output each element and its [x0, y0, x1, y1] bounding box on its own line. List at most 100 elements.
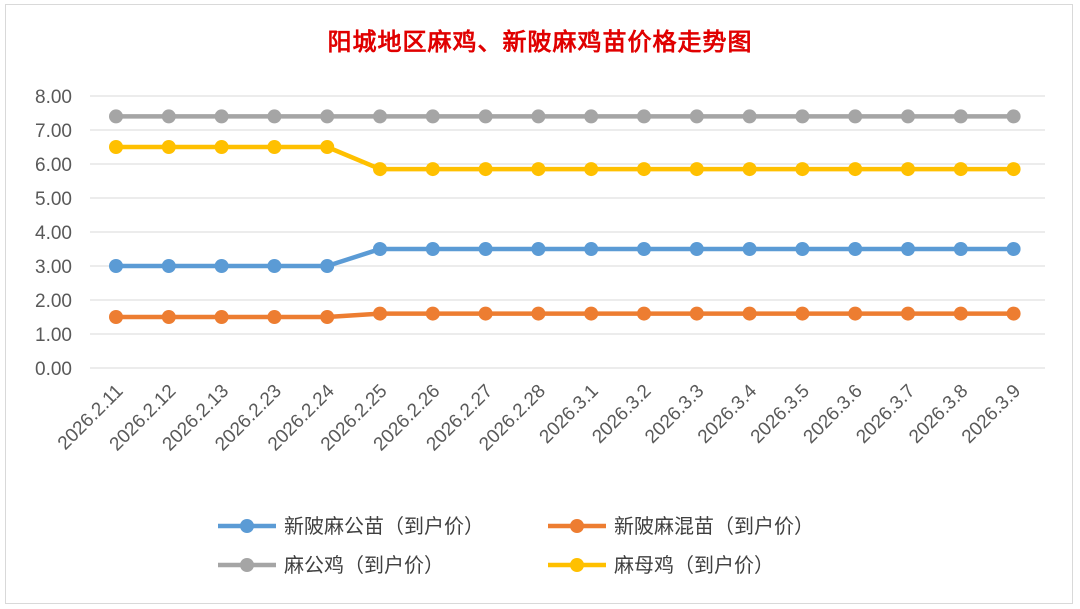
chart-title: 阳城地区麻鸡、新陂麻鸡苗价格走势图	[327, 27, 753, 56]
legend-swatch-marker	[570, 519, 584, 533]
data-point	[795, 109, 810, 124]
series-1	[109, 242, 1021, 273]
y-tick-label: 5.00	[35, 189, 72, 210]
data-point	[109, 140, 123, 154]
data-point	[689, 162, 704, 177]
legend-swatch-marker	[240, 519, 254, 533]
series-4	[109, 140, 1021, 177]
y-tick-label: 1.00	[35, 325, 72, 346]
data-point	[901, 242, 915, 256]
data-point	[161, 140, 176, 154]
data-point	[637, 242, 651, 256]
y-tick-label: 0.00	[35, 359, 72, 380]
data-point	[161, 310, 176, 324]
data-point	[425, 306, 440, 321]
data-point	[478, 306, 493, 321]
data-point	[214, 140, 229, 154]
data-point	[161, 259, 176, 273]
y-tick-label: 3.00	[35, 257, 72, 278]
y-tick-label: 8.00	[35, 87, 72, 108]
series-3	[109, 109, 1021, 124]
data-point	[795, 162, 810, 177]
x-tick-label: 2026.3.9	[958, 381, 1025, 448]
legend-item: 麻母鸡（到户价）	[548, 553, 774, 577]
data-point	[267, 259, 282, 273]
data-point	[214, 310, 229, 324]
data-point	[320, 109, 335, 124]
data-point	[901, 162, 915, 177]
data-point	[689, 306, 704, 321]
data-point	[531, 162, 546, 177]
data-point	[584, 242, 599, 256]
series-line	[116, 246, 1014, 269]
data-point	[1006, 109, 1021, 124]
data-point	[373, 242, 387, 256]
legend-item: 新陂麻公苗（到户价）	[218, 514, 484, 538]
data-point	[795, 242, 810, 256]
data-point	[161, 109, 176, 124]
data-point	[373, 306, 387, 321]
data-point	[478, 109, 493, 124]
legend-item: 麻公鸡（到户价）	[218, 553, 444, 577]
data-point	[478, 162, 493, 177]
data-point	[953, 242, 968, 256]
data-point	[1006, 306, 1021, 321]
data-point	[214, 259, 229, 273]
data-point	[531, 109, 546, 124]
data-point	[373, 109, 387, 124]
data-point	[953, 306, 968, 321]
data-point	[584, 306, 599, 321]
legend-swatch-marker	[240, 558, 254, 572]
data-point	[742, 109, 757, 124]
series-2	[109, 306, 1021, 324]
data-point	[267, 140, 282, 154]
y-tick-label: 6.00	[35, 155, 72, 176]
data-point	[742, 306, 757, 321]
legend-label: 新陂麻公苗（到户价）	[284, 514, 484, 538]
data-point	[320, 310, 335, 324]
data-point	[848, 162, 863, 177]
data-point	[742, 162, 757, 177]
data-point	[267, 310, 282, 324]
data-point	[214, 109, 229, 124]
data-point	[637, 306, 651, 321]
data-point	[109, 310, 123, 324]
legend-label: 麻母鸡（到户价）	[614, 553, 774, 577]
data-point	[901, 306, 915, 321]
y-tick-label: 7.00	[35, 121, 72, 142]
data-point	[531, 306, 546, 321]
data-point	[637, 109, 651, 124]
data-point	[584, 109, 599, 124]
data-point	[848, 306, 863, 321]
series-line	[116, 311, 1014, 320]
data-point	[584, 162, 599, 177]
data-point	[848, 109, 863, 124]
legend-item: 新陂麻混苗（到户价）	[548, 514, 814, 538]
legend: 新陂麻公苗（到户价） 新陂麻混苗（到户价） 麻公鸡（到户价） 麻母鸡（到户价）	[218, 514, 814, 577]
y-tick-label: 4.00	[35, 223, 72, 244]
data-point	[689, 109, 704, 124]
legend-swatch-marker	[570, 558, 584, 572]
data-point	[953, 109, 968, 124]
series-group	[109, 109, 1021, 324]
data-point	[109, 259, 123, 273]
data-point	[742, 242, 757, 256]
data-point	[901, 109, 915, 124]
data-point	[425, 109, 440, 124]
y-axis-ticks: 0.00 1.00 2.00 3.00 4.00 5.00 6.00 7.00 8.00	[35, 87, 72, 380]
legend-label: 麻公鸡（到户价）	[284, 553, 444, 577]
data-point	[425, 242, 440, 256]
data-point	[1006, 242, 1021, 256]
data-point	[689, 242, 704, 256]
data-point	[109, 109, 123, 124]
data-point	[531, 242, 546, 256]
data-point	[425, 162, 440, 177]
data-point	[320, 259, 335, 273]
data-point	[320, 140, 335, 154]
data-point	[848, 242, 863, 256]
y-tick-label: 2.00	[35, 291, 72, 312]
gridlines	[90, 95, 1045, 369]
data-point	[478, 242, 493, 256]
data-point	[373, 162, 387, 177]
